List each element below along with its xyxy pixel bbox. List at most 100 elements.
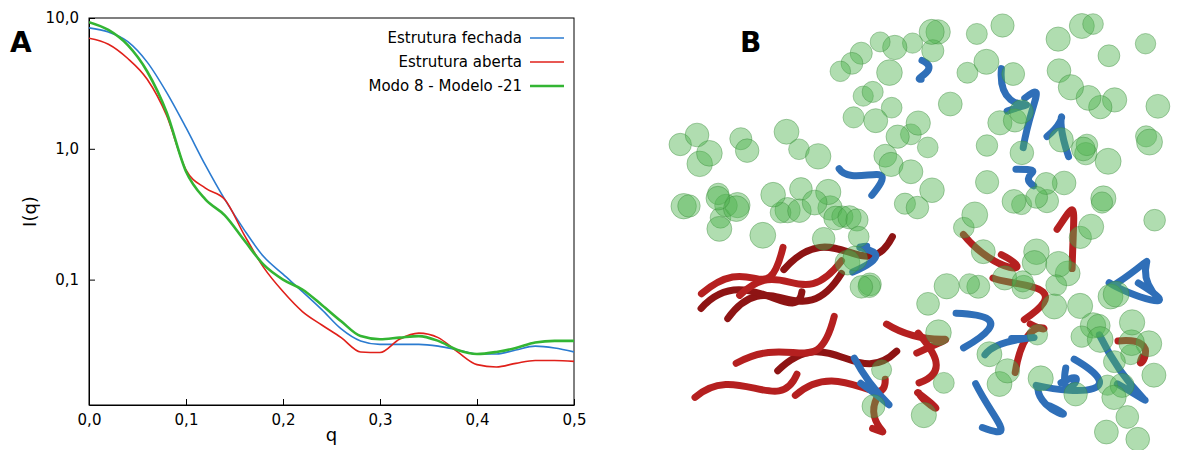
y-tick-label: 1,0 [55, 140, 79, 158]
sphere [1079, 214, 1104, 239]
y-tick-mark [89, 149, 95, 150]
ribbon [695, 374, 797, 397]
sphere [812, 227, 835, 250]
x-tick-mark [477, 399, 478, 405]
sphere [975, 171, 998, 194]
sphere [1103, 351, 1125, 373]
sphere [938, 92, 962, 116]
sphere [920, 178, 945, 203]
sphere [1028, 366, 1053, 391]
y-tick: 1,0 [55, 140, 95, 158]
sphere [1027, 324, 1048, 345]
closed-structure [839, 60, 1159, 432]
sphere [1042, 294, 1067, 319]
x-tick-label: 0,5 [563, 411, 587, 429]
x-tick: 0,3 [369, 399, 393, 429]
sphere [1095, 148, 1121, 174]
sphere [843, 246, 868, 271]
sphere [872, 360, 892, 380]
sphere [805, 144, 830, 169]
legend-swatch [530, 85, 564, 88]
x-tick-label: 0,4 [466, 411, 490, 429]
sphere [974, 49, 999, 74]
sphere [906, 111, 930, 135]
sphere [1103, 281, 1129, 307]
legend-swatch [530, 37, 564, 39]
sphere [735, 139, 759, 163]
ribbon [740, 261, 842, 296]
ribbon [736, 316, 834, 363]
sphere [1058, 75, 1083, 100]
sphere [802, 190, 827, 215]
sphere [917, 292, 940, 315]
sphere [1142, 363, 1166, 387]
sphere [991, 14, 1014, 37]
sphere [917, 137, 938, 158]
series-line [89, 28, 574, 354]
sphere [761, 182, 786, 207]
sphere [919, 19, 944, 44]
sphere [1010, 100, 1034, 124]
sphere [933, 372, 954, 393]
bead-model [669, 14, 1170, 450]
structure-illustration [669, 14, 1170, 450]
series-line [89, 38, 574, 367]
legend-label: Estrutura aberta [398, 53, 522, 71]
series-line [89, 22, 574, 354]
y-tick-mark [89, 280, 95, 281]
panel-label: A [10, 26, 32, 59]
y-tick: 0,1 [55, 271, 95, 289]
sphere [959, 274, 979, 294]
x-tick-mark [380, 399, 381, 405]
ribbon [919, 60, 929, 79]
sphere [1119, 310, 1144, 335]
legend-label: Estrutura fechada [387, 29, 522, 47]
sphere [1010, 141, 1034, 165]
sphere [850, 276, 873, 299]
x-tick: 0,1 [175, 399, 199, 429]
sphere [1126, 427, 1150, 450]
sphere [911, 402, 936, 427]
sphere [1087, 327, 1113, 353]
ribbon [839, 169, 882, 196]
ribbon [963, 234, 1017, 268]
sphere [1135, 33, 1155, 53]
sphere [976, 135, 998, 157]
sphere [1012, 271, 1033, 292]
sphere [862, 81, 883, 102]
sphere [1071, 137, 1095, 161]
sphere [1144, 209, 1166, 231]
x-tick: 0,5 [563, 399, 587, 429]
figure: 0,00,10,20,30,40,50,11,010,0qI(q)Estrutu… [0, 0, 1192, 450]
sphere [966, 23, 987, 44]
x-tick: 0,2 [272, 399, 296, 429]
y-tick-label: 0,1 [55, 271, 79, 289]
sphere [886, 125, 909, 148]
ribbon [701, 290, 802, 309]
y-axis-title: I(q) [19, 196, 40, 227]
sphere [1094, 420, 1118, 444]
sphere [1026, 186, 1048, 208]
sphere [678, 195, 700, 217]
x-tick-label: 0,3 [369, 411, 393, 429]
sphere [962, 202, 988, 228]
sphere [707, 216, 732, 241]
sphere [1046, 27, 1070, 51]
sphere [774, 119, 799, 144]
sphere [685, 123, 709, 147]
x-tick-mark [283, 399, 284, 405]
sphere [1002, 190, 1026, 214]
x-tick-label: 0,2 [272, 411, 296, 429]
sphere [843, 107, 864, 128]
x-tick-label: 0,1 [175, 411, 199, 429]
legend-swatch [530, 61, 564, 63]
sphere [1116, 406, 1139, 429]
sphere [934, 274, 959, 299]
sphere [1083, 14, 1104, 35]
sphere [1098, 45, 1120, 67]
sphere [1046, 251, 1072, 277]
sphere [830, 61, 851, 82]
sphere [1002, 63, 1025, 86]
sphere [877, 60, 903, 86]
sphere [1102, 385, 1126, 409]
